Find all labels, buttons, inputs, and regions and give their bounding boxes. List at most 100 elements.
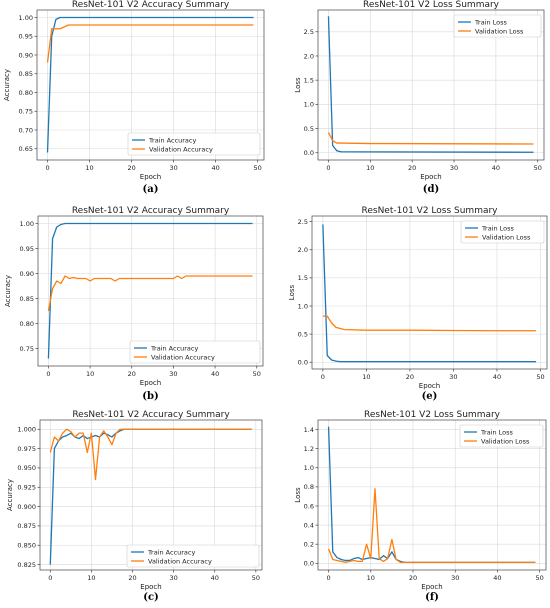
y-tick-label: 1.000	[17, 426, 36, 434]
legend-label: Validation Loss	[482, 233, 531, 241]
x-tick-label: 50	[253, 370, 261, 378]
y-tick-label: 0.90	[19, 51, 33, 59]
x-axis-label: Epoch	[140, 379, 161, 387]
x-tick-label: 10	[87, 574, 95, 582]
series-line-train	[49, 428, 252, 565]
x-axis-label: Epoch	[140, 583, 161, 591]
y-tick-label: 0.90	[20, 270, 34, 278]
panel-caption: (e)	[422, 391, 438, 402]
chart-title: ResNet-101 V2 Accuracy Summary	[72, 206, 230, 216]
legend-label: Validation Accuracy	[148, 557, 212, 565]
legend-label: Validation Loss	[475, 27, 524, 35]
y-tick-label: 1.00	[20, 220, 34, 228]
legend-label: Train Loss	[474, 18, 508, 26]
x-tick-label: 20	[127, 164, 135, 172]
plot-frame	[311, 215, 548, 370]
y-tick-label: 0.4	[304, 521, 314, 529]
x-tick-label: 20	[128, 574, 136, 582]
y-tick-label: 1.2	[304, 445, 314, 453]
x-axis-label: Epoch	[421, 583, 442, 591]
chart-panel-c: 0 10 20 30 40 50 0.825 0.850 0.875 0.900 0.925 0.95…	[6, 410, 263, 603]
legend-label: Validation Accuracy	[151, 353, 215, 361]
series-line-validation	[46, 24, 254, 63]
x-tick-label: 10	[362, 373, 370, 381]
y-tick-label: 1.5	[304, 76, 314, 84]
x-tick-label: 0	[48, 574, 52, 582]
legend-box	[129, 340, 261, 364]
chart-panel-a: 0 10 20 30 40 50 0.65 0.70 0.75 0.80 0.85 0.90 0.95 1…	[3, 0, 265, 195]
y-tick-label: 0.875	[17, 522, 36, 530]
y-tick-label: 0.65	[19, 145, 33, 153]
y-tick-label: 2.5	[304, 28, 314, 36]
x-tick-label: 30	[449, 373, 457, 381]
x-tick-label: 40	[492, 164, 500, 172]
series-line-train	[322, 224, 537, 363]
y-tick-label: 1.4	[304, 426, 314, 434]
panel-caption: (d)	[423, 184, 439, 195]
x-tick-label: 10	[86, 370, 94, 378]
y-tick-label: 0.825	[17, 561, 36, 569]
legend-label: Validation Loss	[481, 437, 530, 445]
y-tick-label: 0.75	[19, 108, 33, 116]
y-tick-label: 1.00	[19, 14, 33, 22]
x-tick-label: 30	[169, 574, 177, 582]
x-tick-label: 10	[366, 164, 374, 172]
y-tick-label: 1.0	[304, 101, 314, 109]
legend-label: Train Accuracy	[150, 344, 198, 352]
legend-label: Train Accuracy	[148, 136, 196, 144]
chart-title: ResNet-101 V2 Loss Summary	[363, 0, 500, 10]
x-tick-label: 0	[326, 164, 330, 172]
chart-title: ResNet-101 V2 Accuracy Summary	[72, 0, 230, 10]
y-tick-label: 1.0	[304, 464, 314, 472]
y-tick-label: 0.6	[304, 502, 314, 510]
x-tick-label: 0	[321, 373, 325, 381]
panel-caption: (f)	[425, 592, 439, 603]
x-tick-label: 20	[409, 574, 417, 582]
legend-label: Train Loss	[480, 428, 514, 436]
y-axis-label: Loss	[294, 77, 302, 93]
y-axis-label: Accuracy	[6, 479, 14, 511]
y-tick-label: 0.70	[19, 126, 33, 134]
y-axis-label: Loss	[294, 487, 302, 503]
y-axis-label: Loss	[288, 284, 296, 300]
panel-caption: (b)	[142, 391, 158, 402]
y-tick-label: 2.5	[298, 218, 308, 226]
y-tick-label: 2.0	[298, 246, 308, 254]
y-tick-label: 0.8	[304, 483, 314, 491]
y-axis-label: Accuracy	[4, 275, 12, 307]
x-tick-label: 40	[211, 574, 219, 582]
legend-box	[126, 544, 260, 568]
y-tick-label: 0.950	[17, 464, 36, 472]
x-tick-label: 0	[46, 370, 50, 378]
x-axis-label: Epoch	[420, 173, 441, 181]
x-tick-label: 50	[534, 164, 542, 172]
x-tick-label: 0	[45, 164, 49, 172]
y-tick-label: 0.80	[19, 89, 33, 97]
x-tick-label: 50	[536, 574, 544, 582]
x-tick-label: 50	[536, 373, 544, 381]
series-line-train	[47, 222, 253, 359]
plot-frame	[37, 215, 264, 367]
series-line-train	[46, 16, 254, 153]
x-axis-label: Epoch	[419, 382, 440, 390]
x-tick-label: 50	[254, 164, 262, 172]
y-tick-label: 0.85	[20, 295, 34, 303]
y-axis-label: Accuracy	[3, 69, 11, 101]
x-axis-label: Epoch	[140, 173, 161, 181]
chart-title: ResNet-101 V2 Loss Summary	[364, 410, 501, 420]
y-tick-label: 0.0	[298, 359, 308, 367]
series-line-validation	[47, 275, 253, 312]
x-tick-label: 40	[493, 373, 501, 381]
chart-panel-b: 0 10 20 30 40 50 0.75 0.80 0.85 0.90 0.95 1.00 ResNe…	[4, 206, 264, 402]
x-tick-label: 40	[211, 370, 219, 378]
x-tick-label: 10	[367, 574, 375, 582]
x-tick-label: 20	[406, 373, 414, 381]
x-tick-label: 30	[450, 164, 458, 172]
chart-panel-f: 0 10 20 30 40 50 0.0 0.2 0.4 0.6 0.8 1.0 1.2 1.4 ResNe…	[294, 410, 547, 603]
